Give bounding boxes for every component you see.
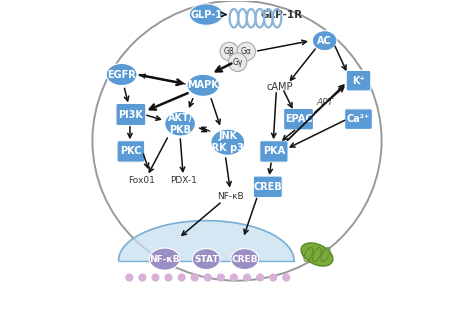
Text: Fox01: Fox01 [128,176,155,185]
Text: GLP-1: GLP-1 [190,10,222,19]
FancyBboxPatch shape [253,176,282,197]
Text: PKA: PKA [263,146,285,156]
Circle shape [152,274,159,281]
Text: K⁺: K⁺ [352,76,365,86]
FancyBboxPatch shape [260,141,288,162]
Ellipse shape [164,112,195,136]
Text: CREB: CREB [231,255,258,264]
Circle shape [126,274,133,281]
Circle shape [191,274,198,281]
Text: PI3K: PI3K [118,109,143,120]
Text: MAPK: MAPK [187,80,219,90]
Text: PKC: PKC [120,146,142,156]
Text: Gα: Gα [241,47,252,56]
Text: PDX-1: PDX-1 [170,176,197,185]
Circle shape [178,274,185,281]
Text: AKT/
PKB: AKT/ PKB [167,113,193,134]
FancyBboxPatch shape [346,70,371,91]
Ellipse shape [192,249,220,269]
Ellipse shape [211,129,245,155]
Circle shape [244,274,250,281]
FancyBboxPatch shape [117,141,145,162]
Text: NF-κB: NF-κB [218,192,244,201]
Circle shape [228,53,247,71]
Text: EPAC: EPAC [285,114,312,124]
FancyBboxPatch shape [345,109,373,129]
Text: NF-κB: NF-κB [149,255,180,264]
Circle shape [204,274,211,281]
Circle shape [165,274,172,281]
Text: GLP-1R: GLP-1R [260,10,302,19]
Text: JNK
ERK p38: JNK ERK p38 [205,131,251,153]
Circle shape [237,42,255,61]
Text: EGFR: EGFR [107,70,136,79]
Ellipse shape [231,249,258,269]
Text: APT: APT [316,98,333,107]
Polygon shape [118,221,294,260]
Ellipse shape [187,74,219,96]
Ellipse shape [301,243,333,266]
Ellipse shape [106,63,137,86]
Ellipse shape [189,4,223,25]
Circle shape [257,274,264,281]
Circle shape [230,274,237,281]
Ellipse shape [149,248,180,270]
Ellipse shape [312,31,337,51]
Circle shape [283,274,290,281]
Text: Gβ: Gβ [224,47,235,56]
FancyBboxPatch shape [116,104,146,125]
Text: CREB: CREB [254,182,282,192]
Text: AC: AC [317,36,332,46]
Text: cAMP: cAMP [267,82,293,92]
Circle shape [218,274,224,281]
Text: Gγ: Gγ [232,58,243,67]
Circle shape [270,274,276,281]
Circle shape [139,274,146,281]
Circle shape [220,42,238,61]
FancyBboxPatch shape [283,108,313,130]
Text: Ca²⁺: Ca²⁺ [347,114,370,124]
Text: STAT: STAT [194,255,219,264]
